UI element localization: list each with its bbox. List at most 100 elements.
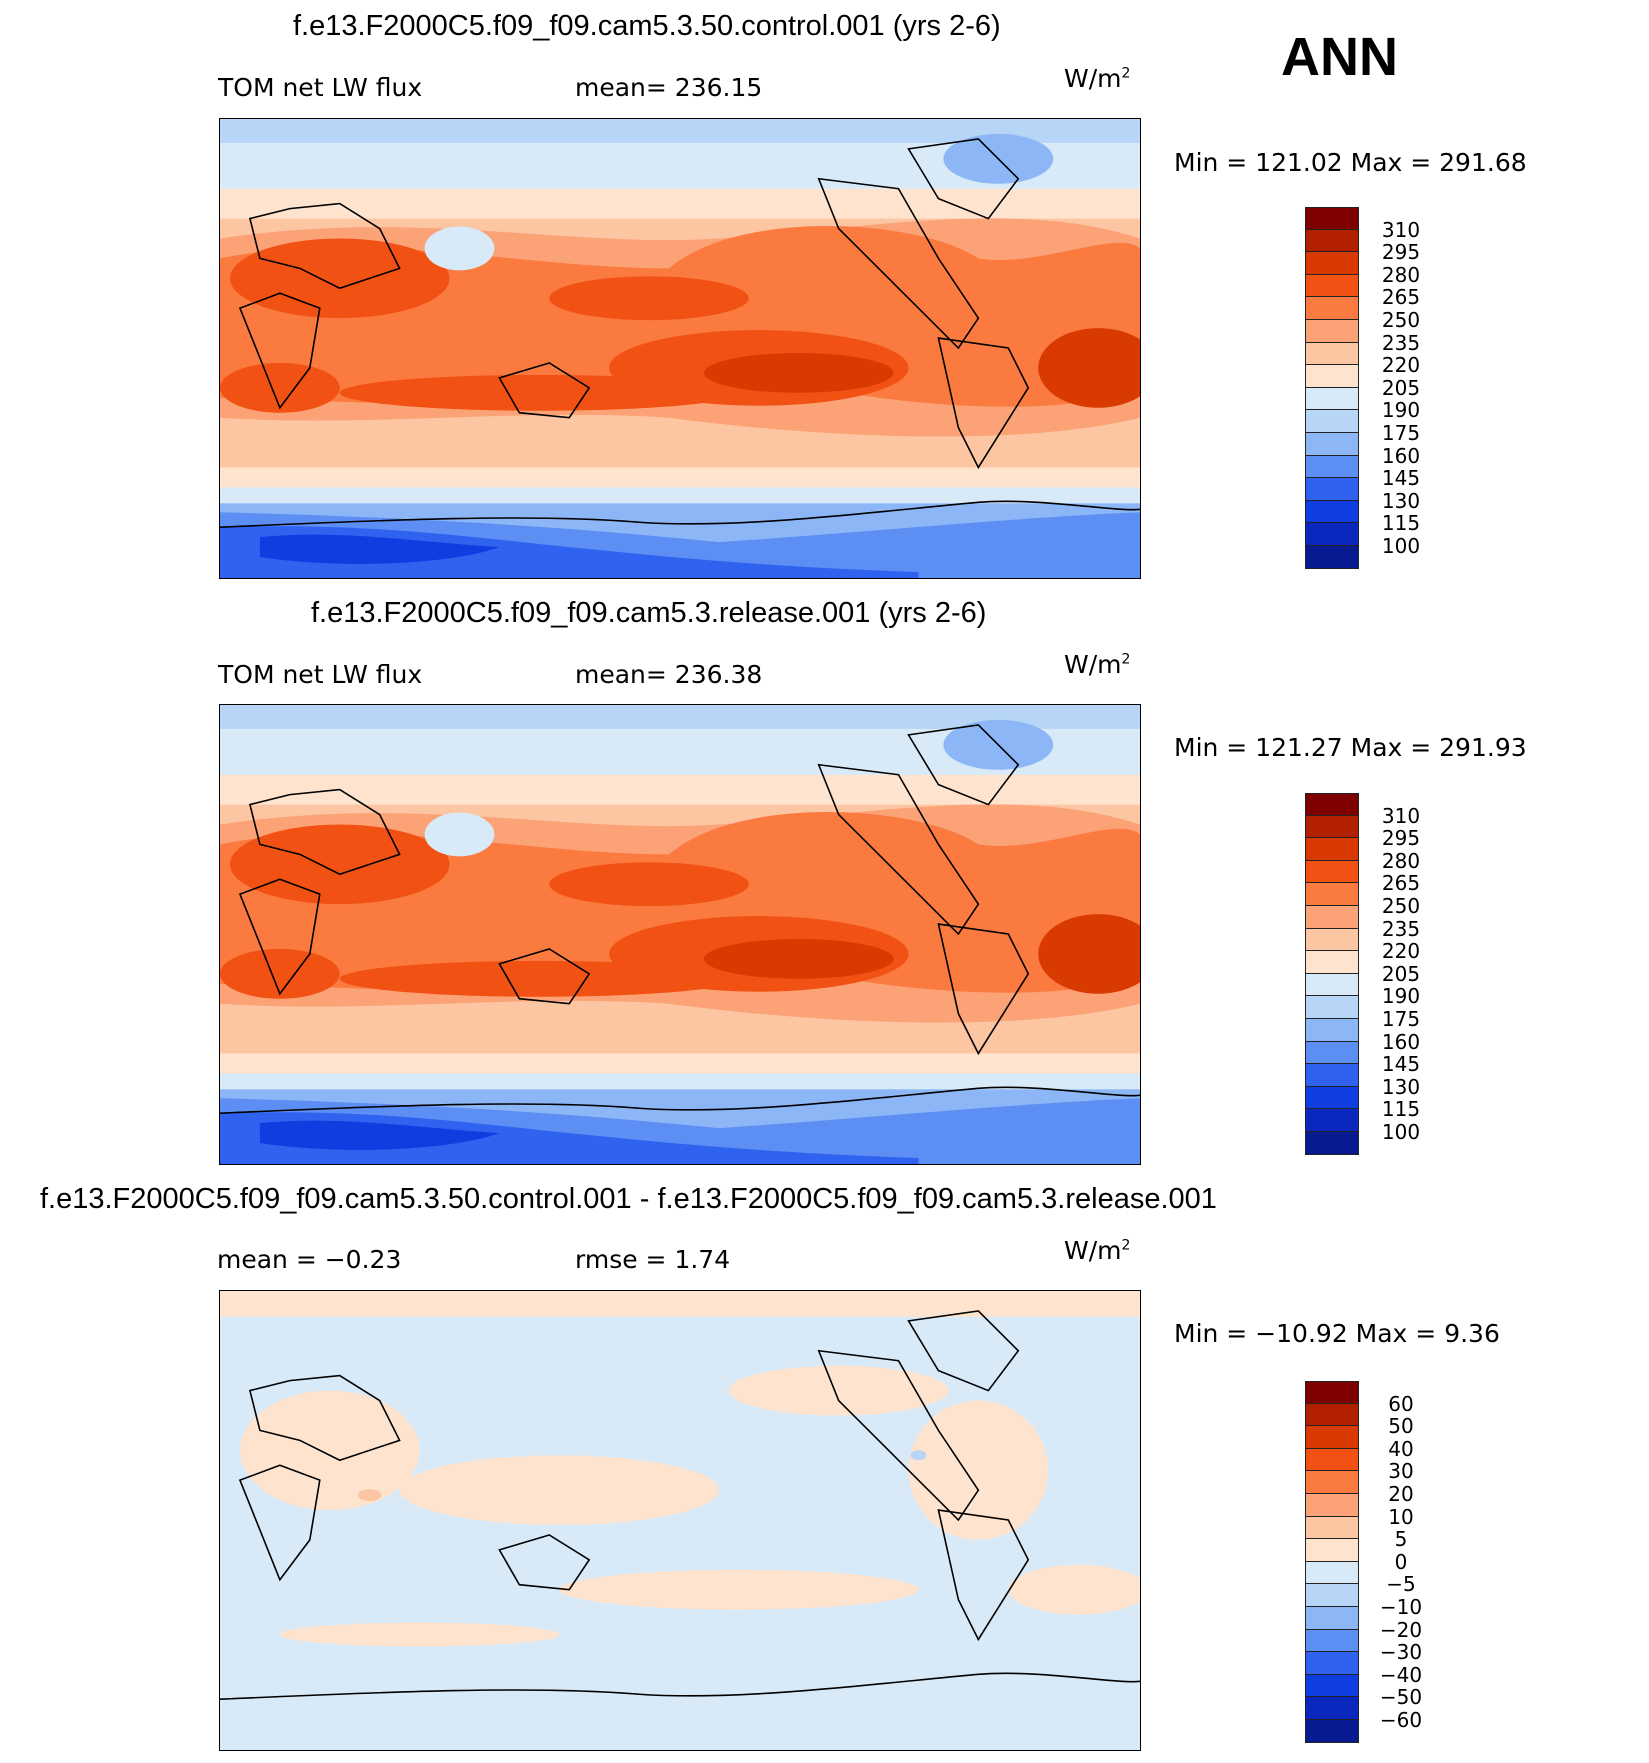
panel-1-units: W/m2 — [1064, 64, 1131, 93]
colorbar-swatch — [1305, 996, 1359, 1019]
colorbar-swatch — [1305, 455, 1359, 479]
colorbar-label: 145 — [1381, 466, 1421, 491]
colorbar-swatch — [1305, 1561, 1359, 1585]
colorbar-label: 250 — [1381, 894, 1421, 918]
colorbar-swatch — [1305, 410, 1359, 433]
colorbar-swatch — [1305, 207, 1359, 230]
colorbar-label: 115 — [1381, 1097, 1421, 1122]
panel-3-rmse-label: rmse = 1.74 — [575, 1245, 731, 1274]
colorbar-label: −5 — [1386, 1572, 1416, 1597]
colorbar-swatch — [1305, 793, 1359, 816]
colorbar-label: 100 — [1381, 1120, 1421, 1144]
panel-3-min-max: Min = −10.92 Max = 9.36 — [1174, 1319, 1500, 1348]
colorbar-swatch — [1305, 973, 1359, 997]
colorbar-swatch — [1305, 274, 1359, 298]
panel-3-field — [220, 1291, 1140, 1750]
colorbar-swatch — [1305, 1018, 1359, 1042]
colorbar-swatch — [1305, 252, 1359, 275]
panel-3-map — [219, 1290, 1141, 1751]
colorbar-label: 295 — [1381, 826, 1421, 851]
colorbar-swatch — [1305, 1381, 1359, 1404]
colorbar-label: −40 — [1379, 1662, 1423, 1687]
colorbar-label: −30 — [1379, 1640, 1423, 1665]
colorbar-label: −10 — [1379, 1595, 1423, 1619]
colorbar-swatch — [1305, 1606, 1359, 1630]
panel-2-map — [219, 704, 1141, 1165]
colorbar-label: 310 — [1381, 217, 1421, 242]
colorbar-swatch — [1305, 1448, 1359, 1472]
panel-2-variable-label: TOM net LW flux — [218, 660, 423, 689]
panel-1-mean-label: mean= 236.15 — [575, 73, 763, 102]
colorbar-label: 10 — [1388, 1504, 1414, 1529]
colorbar-swatch — [1305, 1403, 1359, 1427]
colorbar-swatch — [1305, 1086, 1359, 1110]
colorbar-label: 145 — [1381, 1052, 1421, 1077]
colorbar-swatch — [1305, 342, 1359, 366]
colorbar-label: 295 — [1381, 240, 1421, 265]
panel-2-field — [220, 705, 1140, 1164]
colorbar-label: 130 — [1381, 488, 1421, 513]
colorbar-label: 160 — [1381, 443, 1421, 468]
colorbar-swatch — [1305, 500, 1359, 524]
colorbar-label: 205 — [1381, 961, 1421, 986]
colorbar-swatch — [1305, 319, 1359, 343]
panel-2-colorbar — [1305, 793, 1359, 1155]
panel-1-map — [219, 118, 1141, 579]
colorbar-swatch — [1305, 1471, 1359, 1494]
colorbar-label: −20 — [1379, 1617, 1423, 1642]
colorbar-label: 175 — [1381, 421, 1421, 445]
colorbar-label: 175 — [1381, 1007, 1421, 1031]
panel-3-mean-label: mean = −0.23 — [217, 1245, 402, 1274]
colorbar-swatch — [1305, 1674, 1359, 1698]
colorbar-swatch — [1305, 1719, 1359, 1743]
colorbar-label: −60 — [1379, 1708, 1423, 1732]
colorbar-swatch — [1305, 1584, 1359, 1607]
colorbar-label: 115 — [1381, 511, 1421, 536]
colorbar-swatch — [1305, 365, 1359, 388]
colorbar-swatch — [1305, 1652, 1359, 1675]
panel-1-title: f.e13.F2000C5.f09_f09.cam5.3.50.control.… — [293, 10, 1001, 42]
colorbar-label: 130 — [1381, 1074, 1421, 1099]
colorbar-label: 160 — [1381, 1029, 1421, 1054]
colorbar-label: 40 — [1388, 1436, 1414, 1461]
panel-2-mean-label: mean= 236.38 — [575, 660, 763, 689]
panel-3-title: f.e13.F2000C5.f09_f09.cam5.3.50.control.… — [40, 1183, 1217, 1215]
colorbar-swatch — [1305, 905, 1359, 929]
colorbar-label: 280 — [1381, 848, 1421, 873]
colorbar-label: 50 — [1388, 1414, 1414, 1439]
colorbar-swatch — [1305, 229, 1359, 253]
colorbar-swatch — [1305, 1697, 1359, 1720]
colorbar-label: 60 — [1388, 1391, 1414, 1416]
panel-2-units: W/m2 — [1064, 650, 1131, 679]
colorbar-swatch — [1305, 1629, 1359, 1653]
colorbar-swatch — [1305, 1516, 1359, 1540]
panel-2-title: f.e13.F2000C5.f09_f09.cam5.3.release.001… — [311, 597, 987, 629]
colorbar-swatch — [1305, 860, 1359, 884]
panel-1-min-max: Min = 121.02 Max = 291.68 — [1174, 148, 1527, 177]
colorbar-label: 0 — [1394, 1549, 1408, 1574]
colorbar-swatch — [1305, 523, 1359, 546]
colorbar-swatch — [1305, 1109, 1359, 1132]
colorbar-swatch — [1305, 815, 1359, 839]
colorbar-swatch — [1305, 928, 1359, 952]
colorbar-label: 280 — [1381, 262, 1421, 287]
colorbar-label: 235 — [1381, 916, 1421, 941]
colorbar-label: 30 — [1388, 1459, 1414, 1484]
colorbar-swatch — [1305, 387, 1359, 411]
colorbar-swatch — [1305, 545, 1359, 569]
colorbar-label: 190 — [1381, 398, 1421, 423]
colorbar-label: 265 — [1381, 871, 1421, 896]
colorbar-swatch — [1305, 951, 1359, 974]
colorbar-label: 190 — [1381, 984, 1421, 1009]
colorbar-swatch — [1305, 432, 1359, 456]
colorbar-label: 250 — [1381, 308, 1421, 332]
colorbar-label: 5 — [1394, 1527, 1408, 1552]
panel-2-min-max: Min = 121.27 Max = 291.93 — [1174, 733, 1527, 762]
panel-3-colorbar — [1305, 1381, 1359, 1743]
colorbar-label: 205 — [1381, 375, 1421, 400]
panel-1-field — [220, 119, 1140, 578]
colorbar-swatch — [1305, 297, 1359, 320]
colorbar-label: 220 — [1381, 353, 1421, 378]
colorbar-swatch — [1305, 1426, 1359, 1449]
panel-1-colorbar — [1305, 207, 1359, 569]
